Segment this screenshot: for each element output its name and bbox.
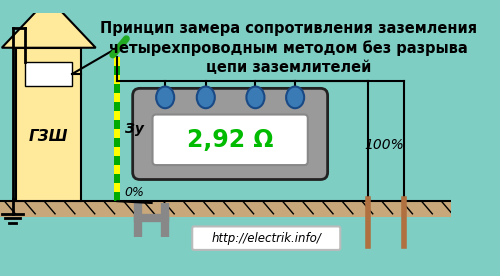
Bar [114, 111, 120, 120]
FancyBboxPatch shape [132, 88, 328, 179]
Text: http://electrik.info/: http://electrik.info/ [212, 232, 321, 245]
Text: 0%: 0% [124, 186, 144, 199]
Bar [114, 183, 120, 192]
Text: 100%: 100% [364, 138, 405, 152]
Text: ГЗШ: ГЗШ [29, 129, 68, 144]
Bar [114, 138, 120, 147]
Bar [114, 174, 120, 183]
Bar [114, 102, 120, 111]
Bar [114, 192, 120, 201]
FancyBboxPatch shape [152, 115, 308, 165]
Bar [0, 201, 452, 217]
Bar [114, 57, 120, 66]
Bar [114, 120, 120, 129]
FancyBboxPatch shape [192, 226, 340, 250]
Bar [114, 84, 120, 93]
FancyBboxPatch shape [26, 62, 72, 86]
Text: 2,92 Ω: 2,92 Ω [187, 128, 274, 152]
Ellipse shape [156, 87, 174, 108]
Bar [114, 75, 120, 84]
Bar [114, 156, 120, 165]
Polygon shape [2, 0, 96, 48]
Bar [16, 48, 81, 201]
Bar [114, 66, 120, 75]
Ellipse shape [197, 87, 215, 108]
Bar [114, 129, 120, 138]
Text: Принцип замера сопротивления заземления
четырехпроводным методом без разрыва
цеп: Принцип замера сопротивления заземления … [100, 21, 478, 75]
Bar [114, 165, 120, 174]
Text: Зу: Зу [124, 122, 144, 136]
Bar [114, 93, 120, 102]
Ellipse shape [286, 87, 304, 108]
Bar [114, 147, 120, 156]
Ellipse shape [246, 87, 264, 108]
